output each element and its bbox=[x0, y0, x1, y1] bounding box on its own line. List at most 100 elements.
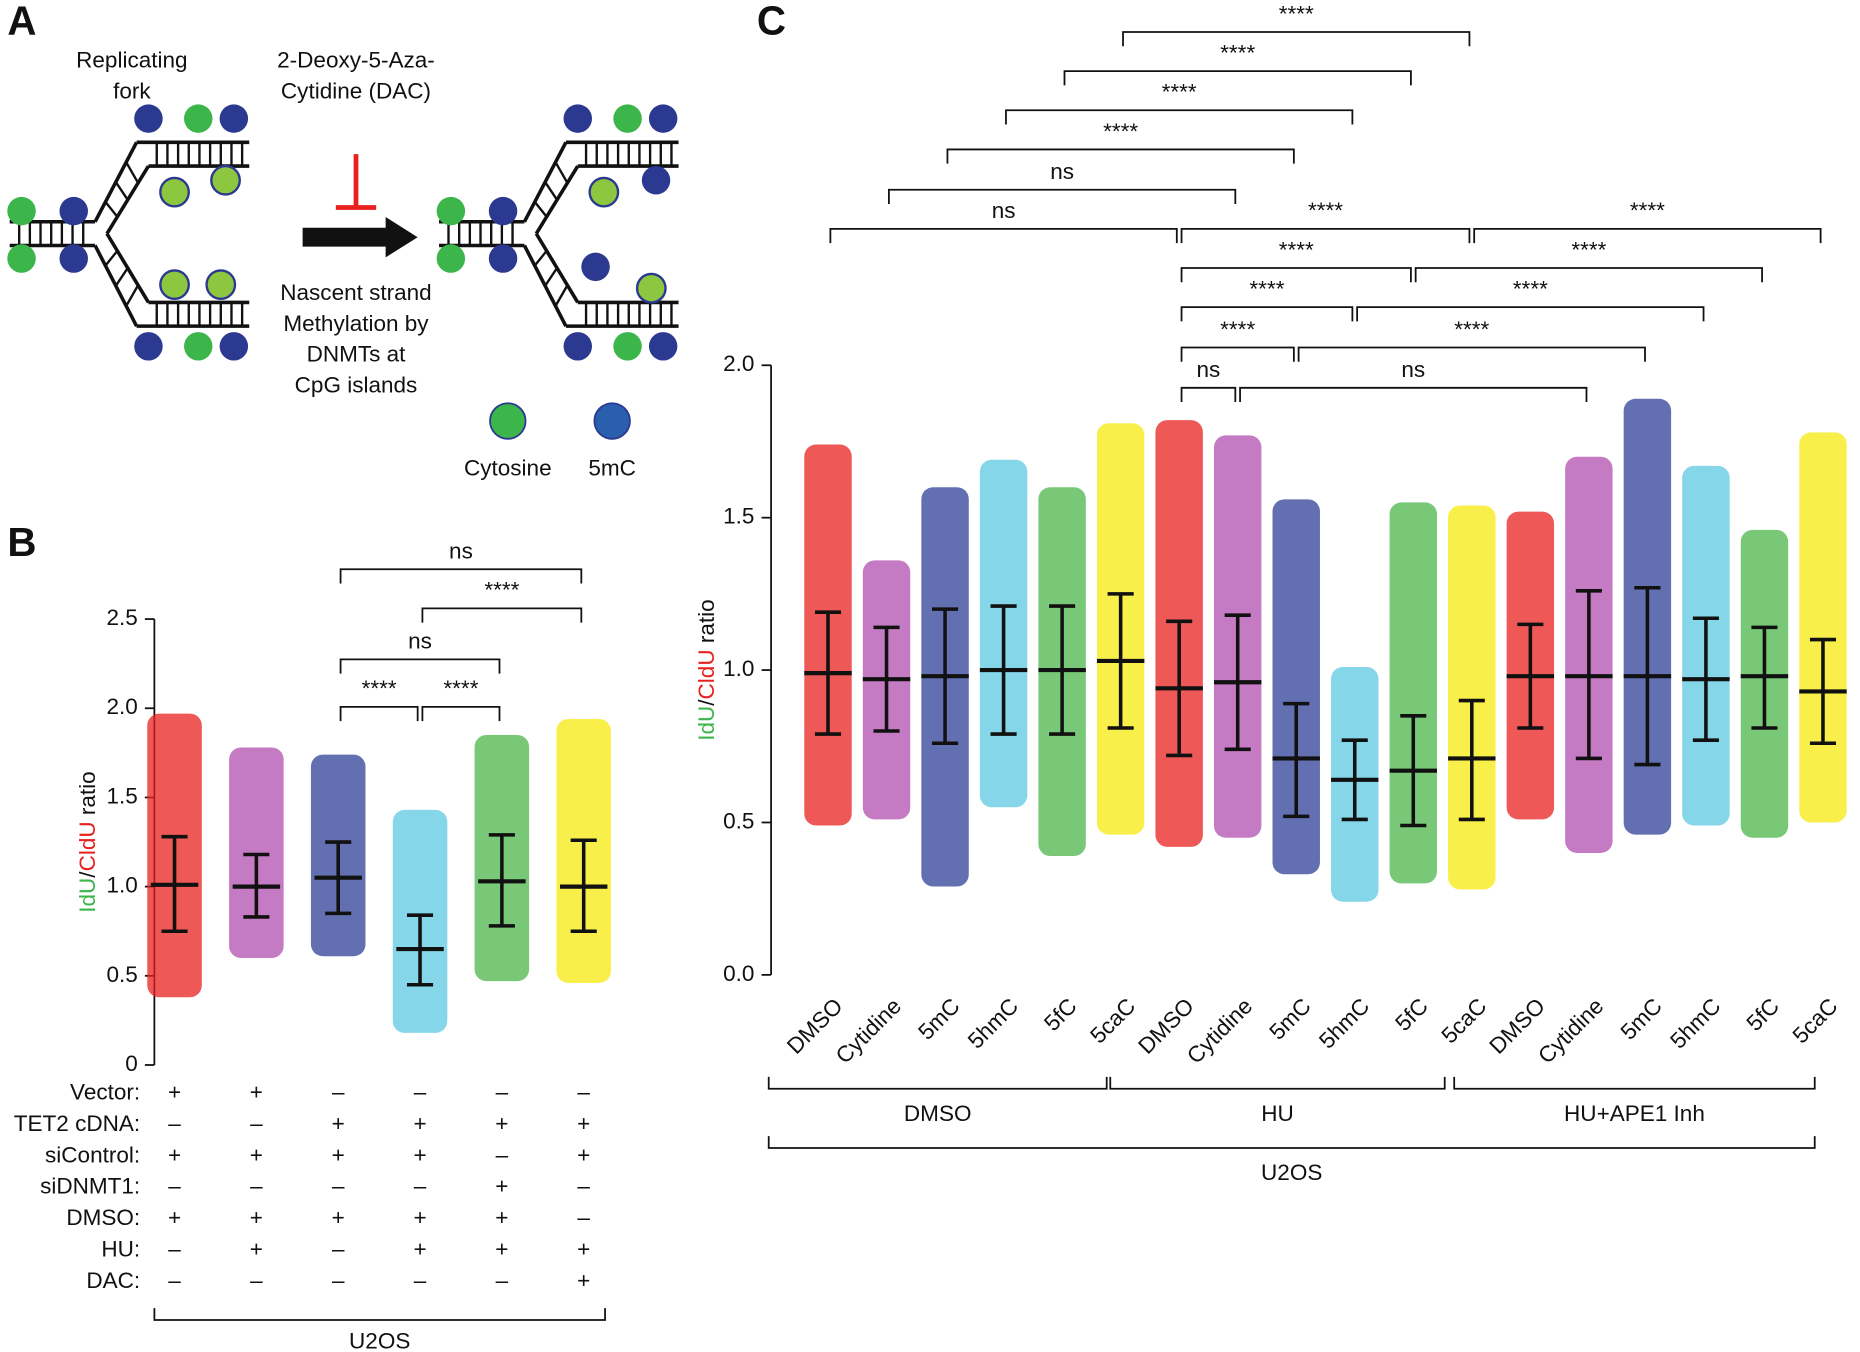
condition-value: – bbox=[168, 1174, 181, 1199]
nucleotide bbox=[488, 196, 518, 226]
nucleotide bbox=[59, 196, 88, 226]
process-label: CpG islands bbox=[295, 373, 418, 398]
bracket bbox=[1356, 306, 1705, 322]
bracket bbox=[1063, 70, 1412, 86]
x-tick-label: 5hmC bbox=[1314, 993, 1374, 1053]
dna-strand bbox=[544, 267, 559, 287]
data-range bbox=[1448, 505, 1496, 890]
significance-label: **** bbox=[1279, 237, 1314, 262]
condition-value: – bbox=[250, 1111, 263, 1136]
condition-value: + bbox=[168, 1205, 181, 1230]
condition-value: – bbox=[250, 1174, 263, 1199]
y-tick-label: 0.5 bbox=[106, 962, 137, 987]
condition-label: HU: bbox=[101, 1237, 140, 1262]
bracket bbox=[1473, 228, 1822, 244]
x-tick-label: Cytidine bbox=[831, 993, 906, 1068]
condition-value: + bbox=[332, 1111, 345, 1136]
condition-value: – bbox=[168, 1111, 181, 1136]
drug-label: Cytidine (DAC) bbox=[281, 78, 431, 103]
significance-label: **** bbox=[1220, 317, 1255, 342]
nucleotide bbox=[159, 176, 190, 208]
nucleotide bbox=[219, 104, 249, 133]
bracket bbox=[1414, 267, 1763, 283]
bracket bbox=[1180, 228, 1471, 244]
y-label-part: ratio bbox=[75, 771, 100, 821]
condition-value: + bbox=[250, 1237, 263, 1262]
significance-label: **** bbox=[1308, 198, 1343, 223]
condition-value: – bbox=[168, 1237, 181, 1262]
nucleotide bbox=[219, 332, 249, 361]
nucleotide bbox=[563, 104, 592, 133]
dna-strand bbox=[522, 141, 568, 223]
significance-label: ns bbox=[1197, 357, 1221, 382]
legend-swatch bbox=[593, 402, 631, 440]
y-tick-label: 1.5 bbox=[106, 783, 137, 808]
nucleotide bbox=[648, 332, 678, 361]
data-range bbox=[229, 747, 284, 958]
x-tick-label: 5fC bbox=[1390, 993, 1432, 1035]
condition-value: + bbox=[168, 1142, 181, 1167]
nucleotide bbox=[588, 176, 620, 208]
bracket bbox=[339, 705, 419, 722]
condition-value: + bbox=[332, 1205, 345, 1230]
condition-value: + bbox=[577, 1237, 590, 1262]
bracket bbox=[1180, 346, 1295, 362]
condition-value: – bbox=[168, 1268, 181, 1293]
condition-value: + bbox=[250, 1142, 263, 1167]
condition-value: – bbox=[332, 1079, 345, 1104]
y-tick-label: 2.5 bbox=[106, 605, 137, 630]
group-label: DMSO bbox=[904, 1101, 972, 1126]
condition-value: – bbox=[332, 1174, 345, 1199]
dna-strand bbox=[125, 161, 140, 184]
condition-value: – bbox=[414, 1174, 427, 1199]
condition-value: + bbox=[250, 1205, 263, 1230]
bracket bbox=[339, 568, 583, 584]
y-label-part: IdU bbox=[694, 706, 719, 741]
nucleotide bbox=[7, 196, 36, 226]
significance-label: ns bbox=[1050, 159, 1074, 184]
dna-strand bbox=[125, 284, 140, 307]
condition-value: + bbox=[250, 1079, 263, 1104]
data-range bbox=[1389, 502, 1437, 884]
y-axis-label: IdU/CldU ratio bbox=[75, 771, 100, 912]
x-tick-label: 5fC bbox=[1742, 993, 1784, 1035]
condition-value: + bbox=[413, 1205, 426, 1230]
x-tick-label: 5caC bbox=[1437, 993, 1492, 1048]
x-tick-label: 5caC bbox=[1085, 993, 1140, 1048]
bracket bbox=[339, 658, 501, 674]
y-tick-label: 1.0 bbox=[106, 873, 137, 898]
nucleotide bbox=[488, 244, 518, 273]
x-tick-label: 5hmC bbox=[1665, 993, 1725, 1053]
condition-label: siDNMT1: bbox=[40, 1174, 140, 1199]
condition-value: + bbox=[495, 1237, 508, 1262]
significance-label: **** bbox=[1220, 41, 1255, 66]
condition-value: + bbox=[413, 1111, 426, 1136]
x-tick-label: 5mC bbox=[1265, 993, 1316, 1044]
significance-label: **** bbox=[484, 578, 519, 603]
nucleotide bbox=[134, 332, 163, 361]
condition-value: + bbox=[332, 1142, 345, 1167]
condition-value: + bbox=[413, 1237, 426, 1262]
y-label-part: IdU bbox=[75, 878, 100, 913]
bracket bbox=[1180, 386, 1237, 403]
significance-label: **** bbox=[443, 676, 478, 701]
condition-value: – bbox=[577, 1174, 590, 1199]
dna-strand bbox=[554, 284, 569, 307]
nucleotide bbox=[7, 244, 36, 273]
dna-strand bbox=[554, 161, 569, 184]
condition-label: TET2 cDNA: bbox=[14, 1111, 140, 1136]
nucleotide bbox=[635, 272, 667, 304]
data-range bbox=[1799, 432, 1847, 823]
x-tick-label: 5mC bbox=[1616, 993, 1667, 1044]
y-label-part: ratio bbox=[694, 599, 719, 649]
nucleotide bbox=[581, 252, 610, 282]
dna-strand bbox=[522, 244, 568, 327]
bracket bbox=[888, 188, 1237, 204]
fork-label: fork bbox=[113, 78, 151, 103]
panel-letter: B bbox=[7, 519, 36, 565]
condition-value: – bbox=[414, 1268, 427, 1293]
fork-label: Replicating bbox=[76, 48, 187, 73]
significance-label: ns bbox=[992, 198, 1016, 223]
y-tick-label: 0.0 bbox=[723, 961, 754, 986]
